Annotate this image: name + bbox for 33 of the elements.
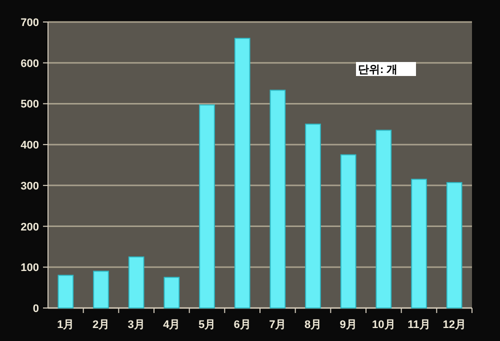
bar	[376, 130, 392, 308]
y-tick-label: 400	[20, 140, 39, 152]
y-tick-label: 200	[20, 221, 39, 234]
bar	[93, 270, 109, 308]
bar	[340, 154, 356, 308]
x-tick-label: 4月	[163, 319, 180, 331]
x-tick-label: 5月	[198, 319, 216, 331]
y-tick-label: 300	[20, 180, 39, 192]
bar	[305, 124, 321, 308]
x-tick-label: 12月	[442, 319, 466, 331]
x-tick-label: 1月	[57, 319, 74, 331]
y-tick-label: 600	[20, 58, 39, 70]
x-tick-label: 8月	[304, 319, 322, 331]
annotation: 단위: 개	[358, 64, 398, 76]
bar	[270, 90, 286, 308]
x-tick-label: 10月	[372, 319, 396, 331]
x-tick-label: 6月	[234, 319, 251, 331]
bar	[58, 274, 74, 308]
x-tick-label: 11月	[408, 319, 430, 331]
bar	[164, 276, 180, 308]
x-tick-label: 3月	[128, 319, 145, 331]
y-tick-label: 500	[20, 98, 39, 111]
bar	[411, 178, 427, 308]
y-tick-label: 700	[20, 17, 39, 29]
bar	[446, 182, 462, 308]
bar	[199, 104, 215, 308]
bar	[234, 38, 250, 308]
y-tick-label: 0	[32, 303, 39, 315]
bar	[128, 256, 144, 308]
x-tick-label: 7月	[269, 319, 286, 331]
y-tick-label: 100	[20, 262, 39, 274]
x-tick-label: 9月	[340, 319, 357, 331]
x-tick-label: 2月	[92, 319, 110, 331]
